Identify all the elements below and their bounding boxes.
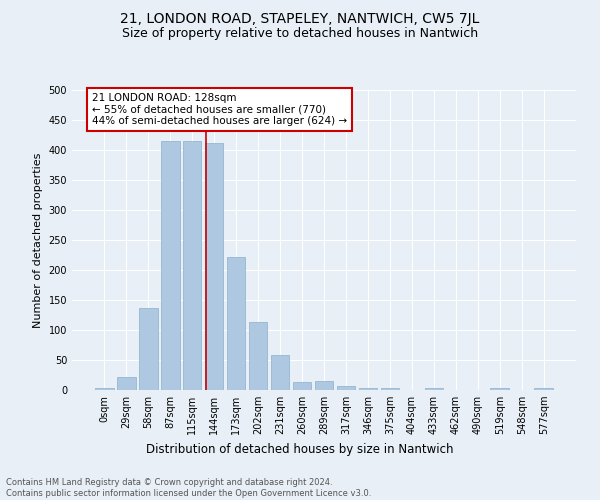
Bar — [314, 381, 334, 390]
Bar — [359, 388, 377, 390]
Bar — [227, 257, 245, 390]
Bar — [117, 377, 136, 390]
Text: Distribution of detached houses by size in Nantwich: Distribution of detached houses by size … — [146, 442, 454, 456]
Text: Contains HM Land Registry data © Crown copyright and database right 2024.
Contai: Contains HM Land Registry data © Crown c… — [6, 478, 371, 498]
Bar — [380, 388, 399, 390]
Bar — [249, 322, 268, 390]
Bar — [337, 386, 355, 390]
Bar — [293, 382, 311, 390]
Bar — [139, 308, 158, 390]
Text: Size of property relative to detached houses in Nantwich: Size of property relative to detached ho… — [122, 28, 478, 40]
Bar — [490, 388, 509, 390]
Bar — [183, 141, 202, 390]
Y-axis label: Number of detached properties: Number of detached properties — [33, 152, 43, 328]
Bar — [425, 388, 443, 390]
Bar — [161, 141, 179, 390]
Text: 21, LONDON ROAD, STAPELEY, NANTWICH, CW5 7JL: 21, LONDON ROAD, STAPELEY, NANTWICH, CW5… — [121, 12, 479, 26]
Bar — [535, 388, 553, 390]
Bar — [205, 143, 223, 390]
Text: 21 LONDON ROAD: 128sqm
← 55% of detached houses are smaller (770)
44% of semi-de: 21 LONDON ROAD: 128sqm ← 55% of detached… — [92, 93, 347, 126]
Bar — [271, 355, 289, 390]
Bar — [95, 388, 113, 390]
